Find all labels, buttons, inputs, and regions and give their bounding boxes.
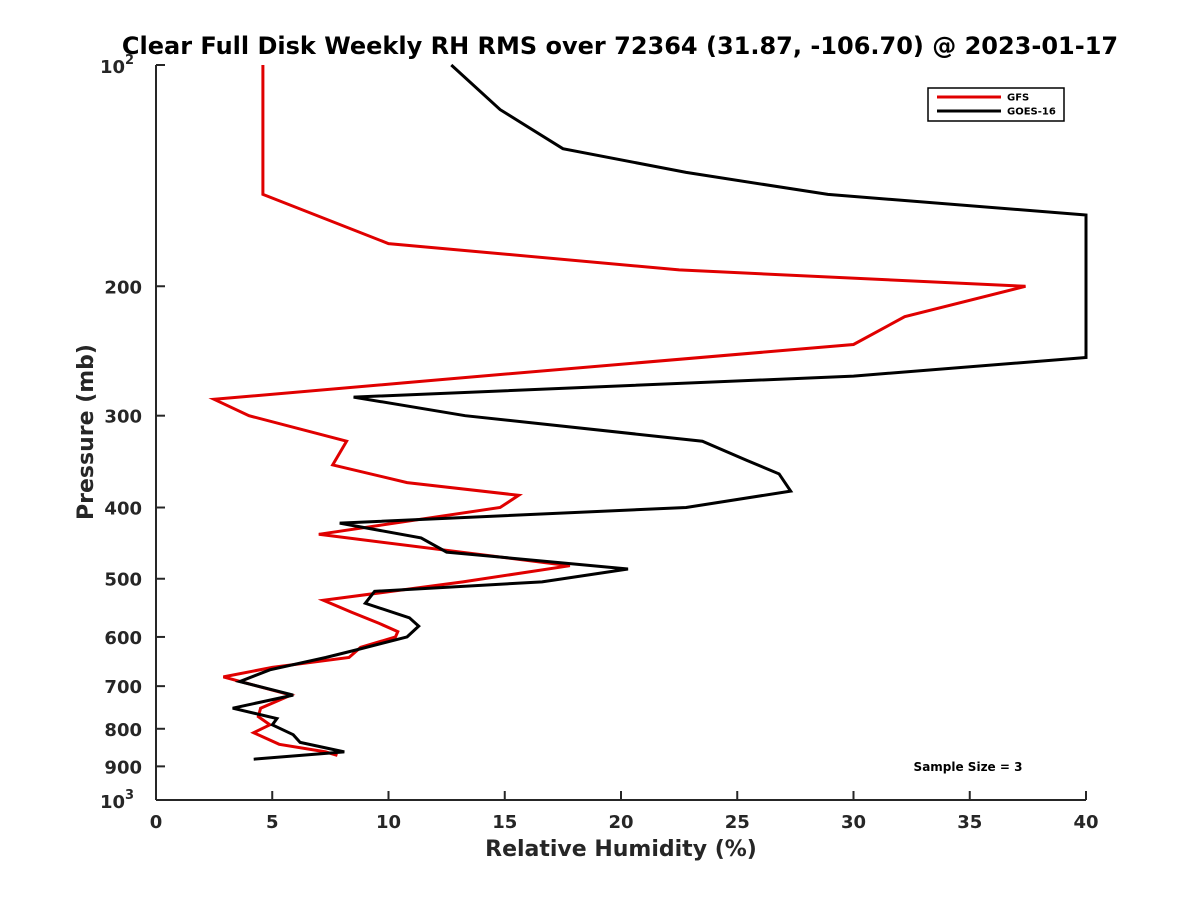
x-tick-label: 30 bbox=[841, 812, 866, 833]
y-axis-label: Pressure (mb) bbox=[74, 344, 99, 520]
series-line-goes-16 bbox=[232, 63, 1088, 761]
x-axis-label: Relative Humidity (%) bbox=[485, 837, 757, 862]
legend-label-gfs: GFS bbox=[1007, 93, 1029, 104]
x-tick-label: 0 bbox=[150, 812, 163, 833]
y-tick-label-exponent: 2 bbox=[125, 53, 134, 68]
y-tick-label: 700 bbox=[104, 677, 142, 698]
x-tick-label: 40 bbox=[1073, 812, 1098, 833]
y-tick-label: 300 bbox=[104, 407, 142, 428]
sample-size-annotation: Sample Size = 3 bbox=[914, 760, 1023, 774]
chart-title: Clear Full Disk Weekly RH RMS over 72364… bbox=[122, 32, 1118, 60]
legend: GFS GOES-16 bbox=[927, 87, 1065, 122]
y-tick-label-exponent: 3 bbox=[125, 788, 134, 803]
y-tick-label: 400 bbox=[104, 499, 142, 520]
legend-box bbox=[927, 87, 1065, 122]
y-tick-label: 600 bbox=[104, 628, 142, 649]
x-tick-label: 15 bbox=[492, 812, 517, 833]
x-tick-label: 25 bbox=[725, 812, 750, 833]
x-tick-label: 35 bbox=[957, 812, 982, 833]
y-tick-label: 500 bbox=[104, 570, 142, 591]
y-tick-label: 900 bbox=[104, 757, 142, 778]
y-tick-label-base: 10 bbox=[100, 57, 125, 78]
legend-label-goes-16: GOES-16 bbox=[1007, 107, 1056, 118]
x-tick-label: 20 bbox=[608, 812, 633, 833]
series-line-gfs bbox=[208, 65, 1026, 757]
plot-area bbox=[208, 63, 1088, 761]
y-tick-label-base: 10 bbox=[100, 792, 125, 813]
x-tick-label: 5 bbox=[266, 812, 279, 833]
y-tick-label: 800 bbox=[104, 720, 142, 741]
x-tick-label: 10 bbox=[376, 812, 401, 833]
x-axis: 0 5 10 15 20 25 30 35 40 bbox=[150, 791, 1099, 833]
y-tick-label: 200 bbox=[104, 277, 142, 298]
